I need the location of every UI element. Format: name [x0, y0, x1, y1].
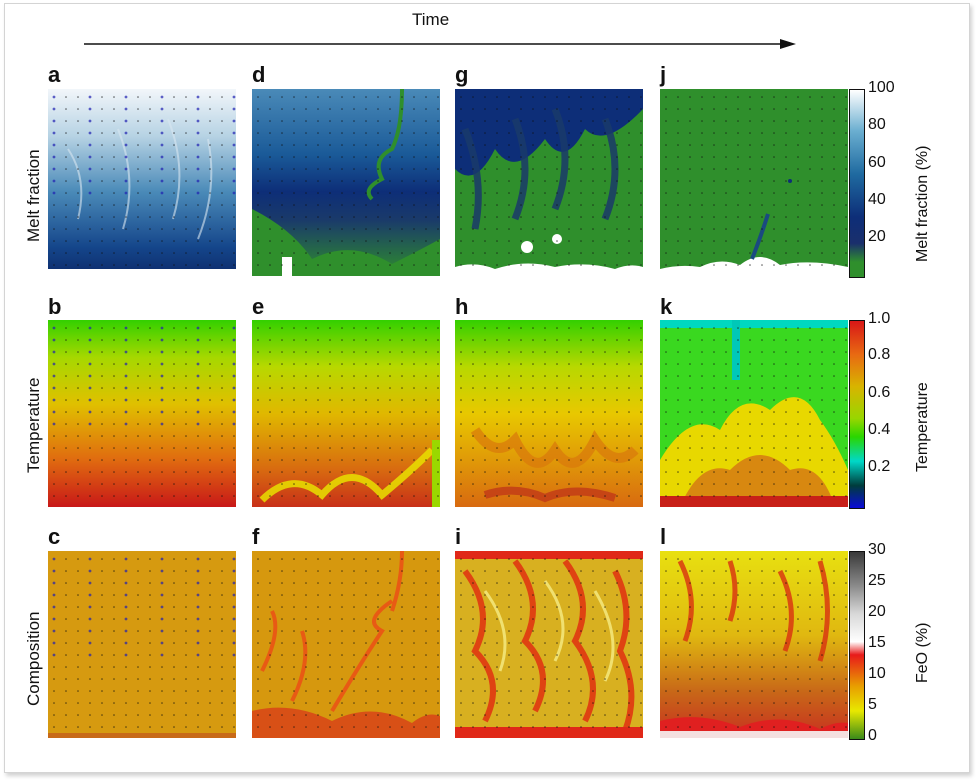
- velocity-dots: [460, 96, 642, 266]
- panel-letter-f: f: [252, 524, 260, 549]
- panel-b-temperature: [48, 320, 236, 507]
- velocity-dots: [52, 557, 236, 728]
- velocity-dots: [257, 558, 439, 728]
- panel-letter-a: a: [48, 62, 61, 87]
- panel-e-temperature: [252, 320, 440, 507]
- panel-d-melt-fraction: [252, 89, 440, 276]
- feo-colorbar: [849, 551, 865, 740]
- velocity-dots: [52, 326, 236, 497]
- temp-tick-1-0: 1.0: [868, 310, 891, 327]
- feo-tick-30: 30: [868, 541, 886, 558]
- panel-a-melt-fraction: [48, 89, 236, 276]
- temp-tick-0-6: 0.6: [868, 384, 891, 401]
- melt-tick-100: 100: [868, 79, 895, 96]
- panel-letter-i: i: [455, 524, 462, 549]
- temperature-colorbar-label: Temperature: [914, 382, 931, 472]
- temp-tick-0-4: 0.4: [868, 421, 891, 438]
- melt-tick-40: 40: [868, 191, 886, 208]
- time-label: Time: [412, 10, 450, 29]
- time-arrow: [84, 39, 796, 49]
- velocity-dots: [257, 96, 439, 266]
- panel-g-melt-fraction: [455, 89, 643, 276]
- feo-tick-5: 5: [868, 696, 877, 713]
- melt-tick-80: 80: [868, 116, 886, 133]
- panel-letter-b: b: [48, 294, 62, 319]
- velocity-dots: [257, 327, 439, 497]
- velocity-dots: [665, 327, 847, 497]
- feo-colorbar-label: FeO (%): [914, 622, 931, 683]
- panel-i-composition: [455, 551, 643, 738]
- row-label-composition: Composition: [24, 611, 43, 707]
- panel-letter-l: l: [660, 524, 667, 549]
- melt-fraction-colorbar-label: Melt fraction (%): [914, 145, 931, 262]
- temperature-colorbar: [849, 320, 865, 509]
- feo-tick-25: 25: [868, 572, 886, 589]
- feo-tick-0: 0: [868, 727, 877, 744]
- panel-c-composition: [48, 551, 236, 738]
- temp-tick-0-8: 0.8: [868, 346, 891, 363]
- panel-letter-g: g: [455, 62, 469, 87]
- panel-letter-e: e: [252, 294, 265, 319]
- row-label-temperature: Temperature: [24, 377, 43, 473]
- panel-h-temperature: [455, 320, 643, 507]
- panel-letter-c: c: [48, 524, 61, 549]
- panel-k-temperature: [660, 320, 848, 507]
- velocity-dots: [52, 95, 236, 266]
- velocity-dots: [665, 558, 847, 728]
- panel-letter-h: h: [455, 294, 469, 319]
- panel-letter-d: d: [252, 62, 266, 87]
- row-label-melt-fraction: Melt fraction: [24, 149, 43, 242]
- panel-j-melt-fraction: [660, 89, 848, 276]
- panel-l-composition: [660, 551, 848, 738]
- panel-letter-j: j: [660, 62, 667, 87]
- temp-tick-0-2: 0.2: [868, 458, 891, 475]
- feo-tick-10: 10: [868, 665, 886, 682]
- panel-f-composition: [252, 551, 440, 738]
- melt-fraction-colorbar: [849, 89, 865, 278]
- velocity-dots: [460, 558, 642, 728]
- feo-tick-20: 20: [868, 603, 886, 620]
- panel-letter-k: k: [660, 294, 673, 319]
- melt-tick-20: 20: [868, 228, 886, 245]
- melt-tick-60: 60: [868, 154, 886, 171]
- velocity-dots: [665, 96, 847, 266]
- velocity-dots: [460, 327, 642, 497]
- feo-tick-15: 15: [868, 634, 886, 651]
